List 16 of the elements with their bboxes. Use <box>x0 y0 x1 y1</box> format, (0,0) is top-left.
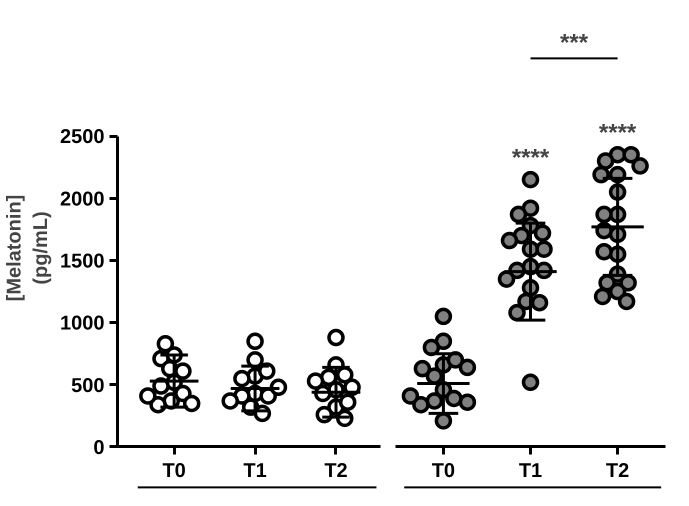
x-tick-label: T0 <box>432 460 456 482</box>
y-axis-title: [Melatonin] (pg/mL) <box>4 194 52 302</box>
y-tick-label: 1500 <box>60 250 105 272</box>
x-tick-label: T2 <box>324 460 348 482</box>
x-tick-label: T2 <box>606 460 630 482</box>
text: *** <box>560 29 589 56</box>
y-tick-label: 1000 <box>60 312 105 335</box>
x-tick-label: T1 <box>243 460 267 482</box>
y-tick-label: 2000 <box>60 188 105 210</box>
x-tick-label: T1 <box>518 460 542 482</box>
y-tick-label: 500 <box>71 374 105 397</box>
annotation: **** <box>512 144 550 172</box>
annotation: **** <box>598 119 637 146</box>
y-tick-label: 2500 <box>60 126 105 148</box>
x-tick-label: T0 <box>162 460 186 482</box>
y-tick-label: 0 <box>93 436 104 459</box>
